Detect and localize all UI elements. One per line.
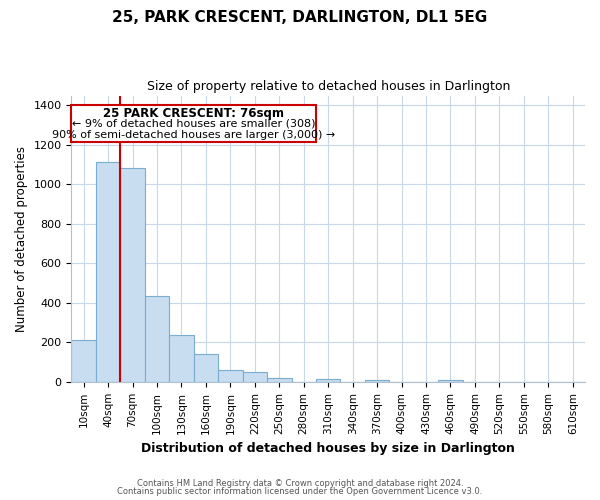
Bar	[96, 162, 121, 382]
Bar	[316, 379, 340, 382]
Text: Contains HM Land Registry data © Crown copyright and database right 2024.: Contains HM Land Registry data © Crown c…	[137, 478, 463, 488]
Title: Size of property relative to detached houses in Darlington: Size of property relative to detached ho…	[146, 80, 510, 93]
Bar	[145, 296, 169, 382]
Bar	[169, 334, 194, 382]
Bar	[267, 378, 292, 382]
Bar	[71, 340, 96, 382]
Bar	[438, 380, 463, 382]
Text: 25 PARK CRESCENT: 76sqm: 25 PARK CRESCENT: 76sqm	[103, 107, 284, 120]
X-axis label: Distribution of detached houses by size in Darlington: Distribution of detached houses by size …	[141, 442, 515, 455]
Bar	[218, 370, 242, 382]
Text: ← 9% of detached houses are smaller (308): ← 9% of detached houses are smaller (308…	[72, 118, 316, 128]
Bar	[365, 380, 389, 382]
FancyBboxPatch shape	[71, 106, 316, 142]
Bar	[121, 168, 145, 382]
Bar	[194, 354, 218, 382]
Text: Contains public sector information licensed under the Open Government Licence v3: Contains public sector information licen…	[118, 487, 482, 496]
Text: 90% of semi-detached houses are larger (3,000) →: 90% of semi-detached houses are larger (…	[52, 130, 335, 140]
Y-axis label: Number of detached properties: Number of detached properties	[15, 146, 28, 332]
Bar	[242, 372, 267, 382]
Text: 25, PARK CRESCENT, DARLINGTON, DL1 5EG: 25, PARK CRESCENT, DARLINGTON, DL1 5EG	[112, 10, 488, 25]
